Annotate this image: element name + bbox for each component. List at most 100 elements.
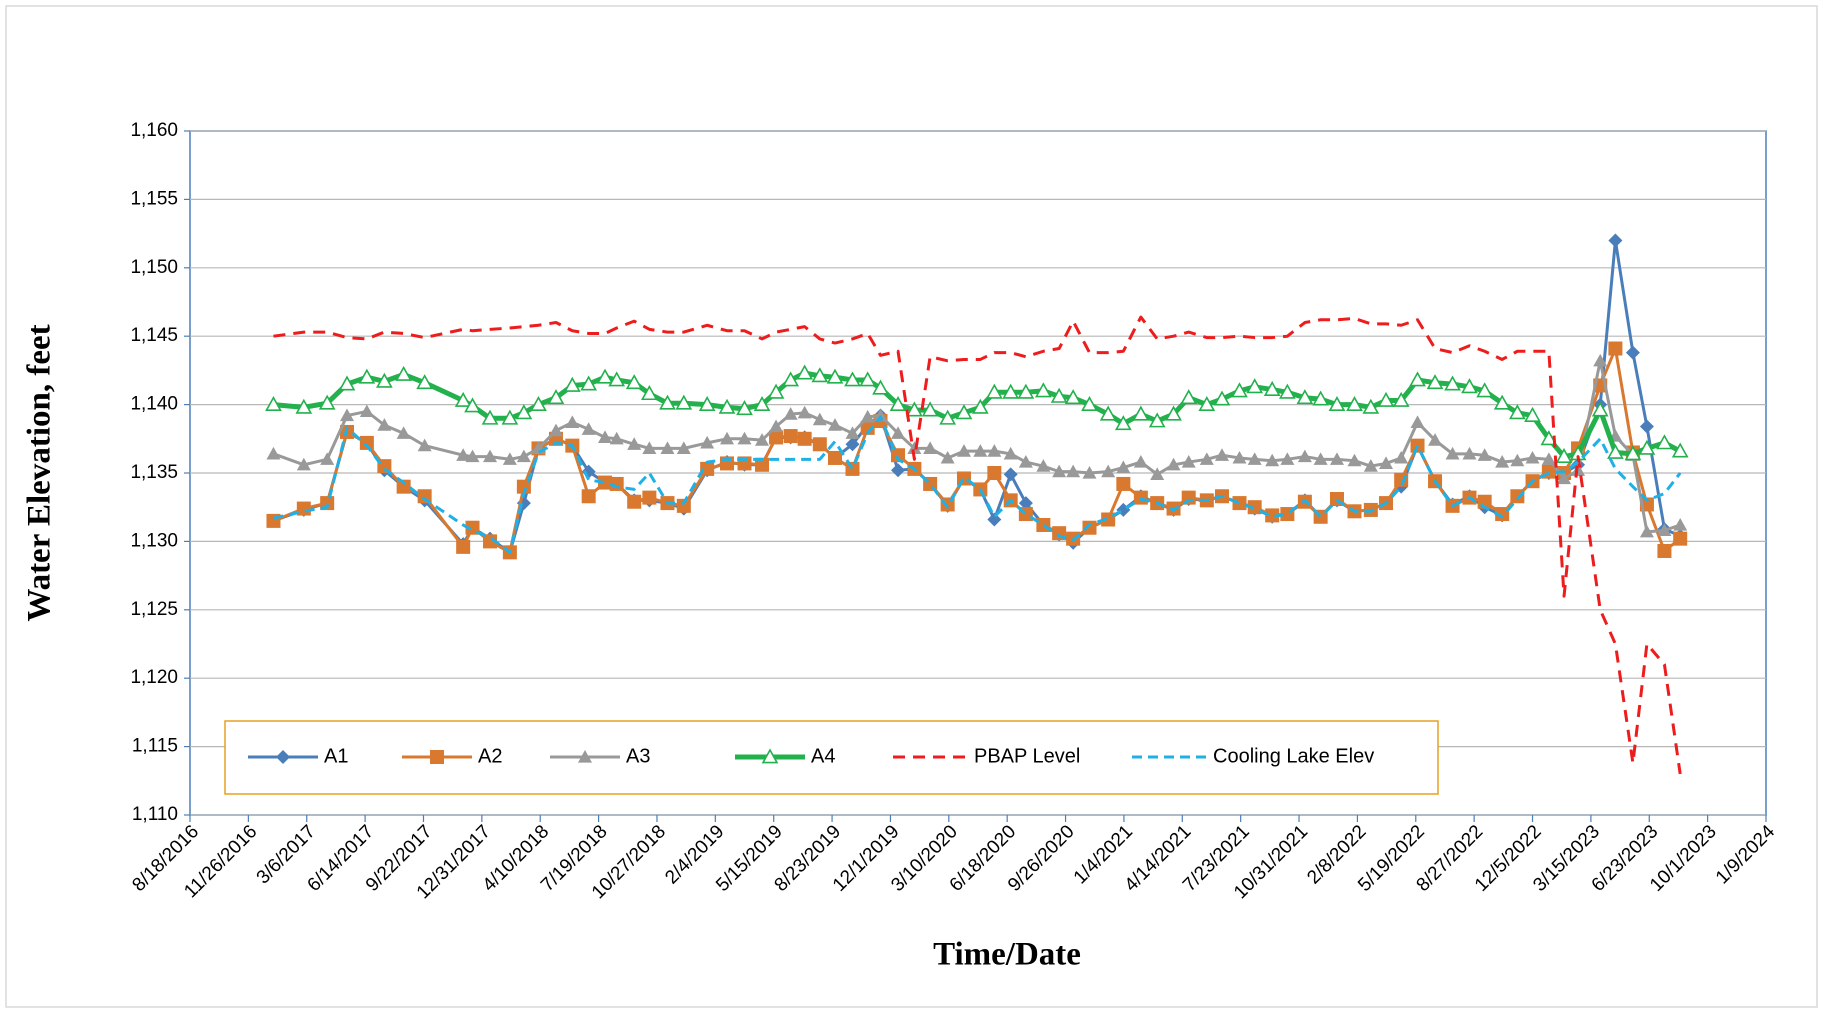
marker [797,405,812,419]
marker [465,449,480,463]
marker [359,404,374,418]
marker [627,437,642,450]
marker [1639,524,1654,538]
marker [456,448,471,461]
marker [1657,523,1672,537]
marker [1495,507,1510,522]
marker [416,374,434,390]
marker [1363,459,1378,472]
marker [1461,378,1478,394]
marker [891,463,906,478]
marker [1508,404,1526,420]
marker [921,401,939,417]
marker [1656,434,1673,450]
marker [1524,406,1541,422]
marker [783,429,798,444]
marker [265,395,282,411]
marker [1328,395,1346,411]
marker [1066,464,1081,478]
marker [641,385,658,401]
marker [659,394,676,410]
marker [1180,389,1198,405]
marker [1557,471,1572,485]
marker [515,404,533,420]
marker [1181,455,1196,468]
marker [377,418,392,431]
marker [483,449,498,463]
marker [530,395,547,411]
marker [1445,446,1460,460]
marker [296,457,311,471]
marker [797,431,812,446]
marker [338,375,356,391]
marker [660,441,675,454]
marker [1116,476,1131,491]
marker [1232,496,1247,511]
marker [860,409,875,423]
marker [1199,452,1214,465]
marker [580,375,598,391]
marker [872,379,889,395]
marker [1409,371,1426,387]
marker [1362,398,1380,414]
marker [608,371,626,387]
marker [1394,450,1409,464]
marker [700,435,715,449]
marker [676,441,691,454]
marker [1638,439,1656,455]
legend-label: A1 [324,745,348,767]
marker [889,395,907,411]
marker [737,431,752,445]
y-tick-label: 1,110 [132,804,178,825]
marker [1555,447,1573,463]
marker [320,452,335,465]
marker [516,449,531,463]
y-tick-label: 1,145 [130,325,178,346]
marker [581,489,596,504]
y-axis-title: Water Elevation, feet [22,324,58,621]
y-tick-label: 1,150 [130,257,178,278]
marker [1148,412,1166,428]
marker [1052,464,1067,478]
marker [1017,383,1035,399]
marker [811,367,829,383]
marker [266,446,281,460]
marker [642,490,657,505]
marker [755,433,770,446]
marker [456,539,471,554]
marker [1591,401,1609,417]
marker [395,365,412,381]
marker [1493,394,1511,410]
series [265,364,1689,463]
marker [782,371,799,387]
marker [1116,460,1131,474]
marker [625,374,643,390]
marker [845,426,860,439]
marker [1036,459,1051,472]
marker [956,444,971,457]
marker [891,448,906,463]
marker [1114,415,1132,431]
marker [1214,448,1229,461]
marker [1476,382,1494,398]
marker [826,368,844,384]
marker [700,461,715,476]
marker [565,415,580,428]
marker [1525,450,1540,464]
marker [1593,353,1608,367]
y-tick-label: 1,115 [132,736,178,757]
legend-marker [430,750,444,764]
marker [1132,405,1150,421]
marker [1347,453,1362,467]
marker [767,383,785,399]
marker [812,412,827,426]
marker [1540,430,1558,446]
legend-label: Cooling Lake Elev [1213,745,1374,767]
marker [844,371,861,387]
marker [827,418,842,431]
marker [1346,395,1363,411]
marker [1541,452,1556,465]
marker [891,426,906,439]
marker [827,450,842,465]
marker [1639,419,1654,434]
